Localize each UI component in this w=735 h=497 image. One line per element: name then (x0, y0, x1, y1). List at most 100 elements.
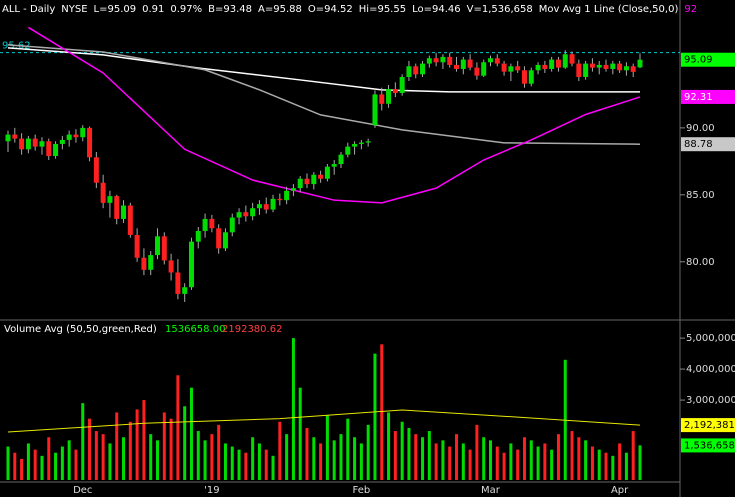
value-box (681, 418, 735, 433)
candle-body (603, 64, 609, 69)
volume-bar (74, 449, 78, 480)
candle-body (596, 64, 602, 68)
candle-body (508, 66, 514, 72)
candle-body (515, 66, 521, 71)
candle-body (304, 178, 310, 185)
candle-body (93, 157, 99, 183)
volume-bar (366, 424, 370, 480)
candle-body (569, 54, 575, 64)
volume-tick-label: 4,000,000 (686, 364, 735, 375)
volume-bar (291, 338, 295, 480)
volume-bar (101, 434, 105, 480)
candle-body (100, 182, 106, 203)
candle-body (5, 134, 11, 142)
volume-bar (115, 412, 119, 480)
volume-bar (305, 427, 309, 480)
value-box (681, 137, 735, 152)
volume-bar (196, 431, 200, 480)
volume-bar (584, 440, 588, 480)
candle-body (549, 59, 555, 69)
volume-bar (461, 443, 465, 480)
moving-average (7, 47, 640, 93)
candle-body (420, 63, 426, 75)
candle-body (25, 138, 31, 150)
candle-body (399, 76, 405, 94)
candle-body (222, 232, 228, 249)
volume-average (7, 409, 641, 433)
value-box-label: 92.31 (684, 92, 713, 103)
volume-bar (421, 437, 425, 480)
volume-bar (495, 446, 499, 480)
candle-body (148, 255, 154, 270)
value-box (681, 52, 735, 67)
candle-body (392, 89, 398, 94)
volume-bar (359, 443, 363, 480)
candle-body (202, 218, 208, 231)
candle-body (637, 59, 643, 68)
volume-bar (441, 440, 445, 480)
candle-body (440, 56, 446, 63)
candle-body (386, 89, 392, 104)
volume-bar (448, 446, 452, 480)
candle-body (589, 63, 595, 68)
candle-body (250, 208, 256, 217)
volume-bar (325, 415, 329, 480)
candle-body (256, 204, 262, 209)
candle-body (182, 287, 188, 294)
candle-body (32, 138, 38, 147)
volume-bar (502, 452, 506, 480)
candle-body (141, 257, 147, 270)
x-tick-label: Mar (481, 485, 501, 496)
candle-body (365, 141, 371, 143)
header-item: A=95.88 (258, 4, 302, 15)
volume-bar (475, 424, 479, 480)
header-item: Mov Avg 1 Line (Close,50,0) (539, 4, 679, 15)
header-item: Hi=95.55 (359, 4, 406, 15)
candle-body (107, 196, 113, 203)
candle-body (610, 63, 616, 69)
candle-body (433, 58, 439, 63)
volume-bar (67, 440, 71, 480)
volume-bar (251, 437, 255, 480)
value-box-label: 1,536,658 (684, 440, 735, 451)
moving-average (7, 44, 641, 145)
candle-body (630, 66, 636, 72)
volume-bar (427, 431, 431, 480)
candle-body (460, 59, 466, 69)
candle-body (474, 67, 480, 76)
header-item: O=94.52 (308, 4, 353, 15)
moving-average (27, 26, 641, 204)
volume-bar (414, 434, 418, 480)
volume-bar (149, 434, 153, 480)
header-item: B=93.48 (208, 4, 252, 15)
candle-body (236, 212, 242, 218)
volume-bar (522, 437, 526, 480)
candle-body (59, 139, 65, 144)
volume-bar (488, 440, 492, 480)
volume-bar (60, 446, 64, 480)
candle-body (623, 66, 629, 71)
candle-body (229, 217, 235, 233)
volume-bar (611, 455, 615, 480)
x-tick-label: '19 (204, 485, 219, 496)
candle-body (277, 198, 283, 201)
value-box-label: 88.78 (684, 139, 713, 150)
candle-body (73, 134, 79, 138)
candle-body (467, 59, 473, 68)
volume-bar (577, 437, 581, 480)
volume-bar (590, 446, 594, 480)
candle-body (297, 178, 303, 189)
candle-body (576, 63, 582, 77)
candle-body (447, 56, 453, 65)
x-tick-label: Apr (611, 485, 629, 496)
volume-bar (373, 353, 377, 480)
volume-bar (162, 412, 166, 480)
candle-body (161, 236, 167, 261)
candle-body (243, 212, 249, 217)
volume-bar (638, 445, 642, 480)
volume-bar (387, 412, 391, 480)
volume-bar (156, 440, 160, 480)
candle-body (324, 166, 330, 179)
volume-title: Volume Avg (50,50,green,Red) (4, 324, 157, 335)
volume-bar (88, 418, 92, 480)
